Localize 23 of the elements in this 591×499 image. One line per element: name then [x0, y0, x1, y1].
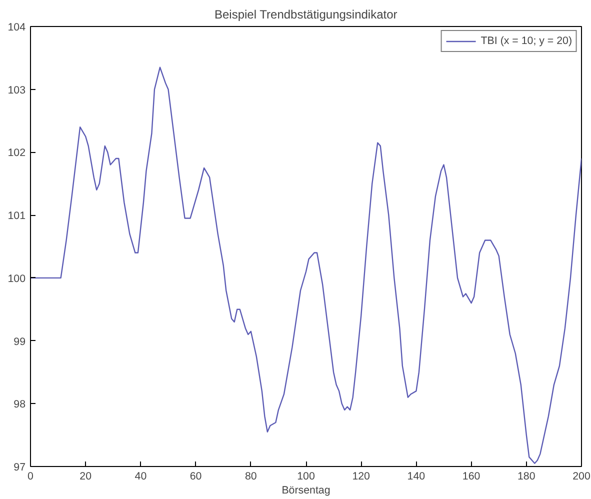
y-tick-label: 102 [8, 147, 26, 160]
x-tick-label: 20 [80, 470, 92, 482]
y-tick-label: 104 [8, 22, 26, 34]
x-tick-label: 0 [28, 470, 34, 482]
y-tick-label: 103 [8, 84, 26, 96]
x-axis-title: Börsentag [282, 484, 330, 496]
y-tick-label: 97 [14, 462, 26, 474]
legend-label: TBI (x = 10; y = 20) [480, 35, 572, 47]
y-tick-label: 98 [14, 398, 26, 411]
x-tick-label: 60 [190, 470, 202, 482]
x-tick-label: 40 [134, 470, 147, 482]
line-series [30, 66, 582, 464]
x-tick-label: 180 [518, 470, 536, 482]
y-tick-label: 101 [8, 210, 26, 222]
y-tick-label: 99 [14, 336, 26, 348]
x-tick-label: 140 [407, 470, 426, 482]
y-tick-label: 100 [8, 272, 26, 285]
x-tick-label: 120 [352, 470, 370, 482]
x-tick-label: 80 [244, 470, 257, 482]
x-tick-label: 160 [462, 470, 480, 482]
chart-title: Beispiel Trendbstätigungsindikator [214, 8, 398, 22]
x-tick-label: 200 [572, 470, 590, 482]
x-tick-label: 100 [297, 470, 315, 482]
